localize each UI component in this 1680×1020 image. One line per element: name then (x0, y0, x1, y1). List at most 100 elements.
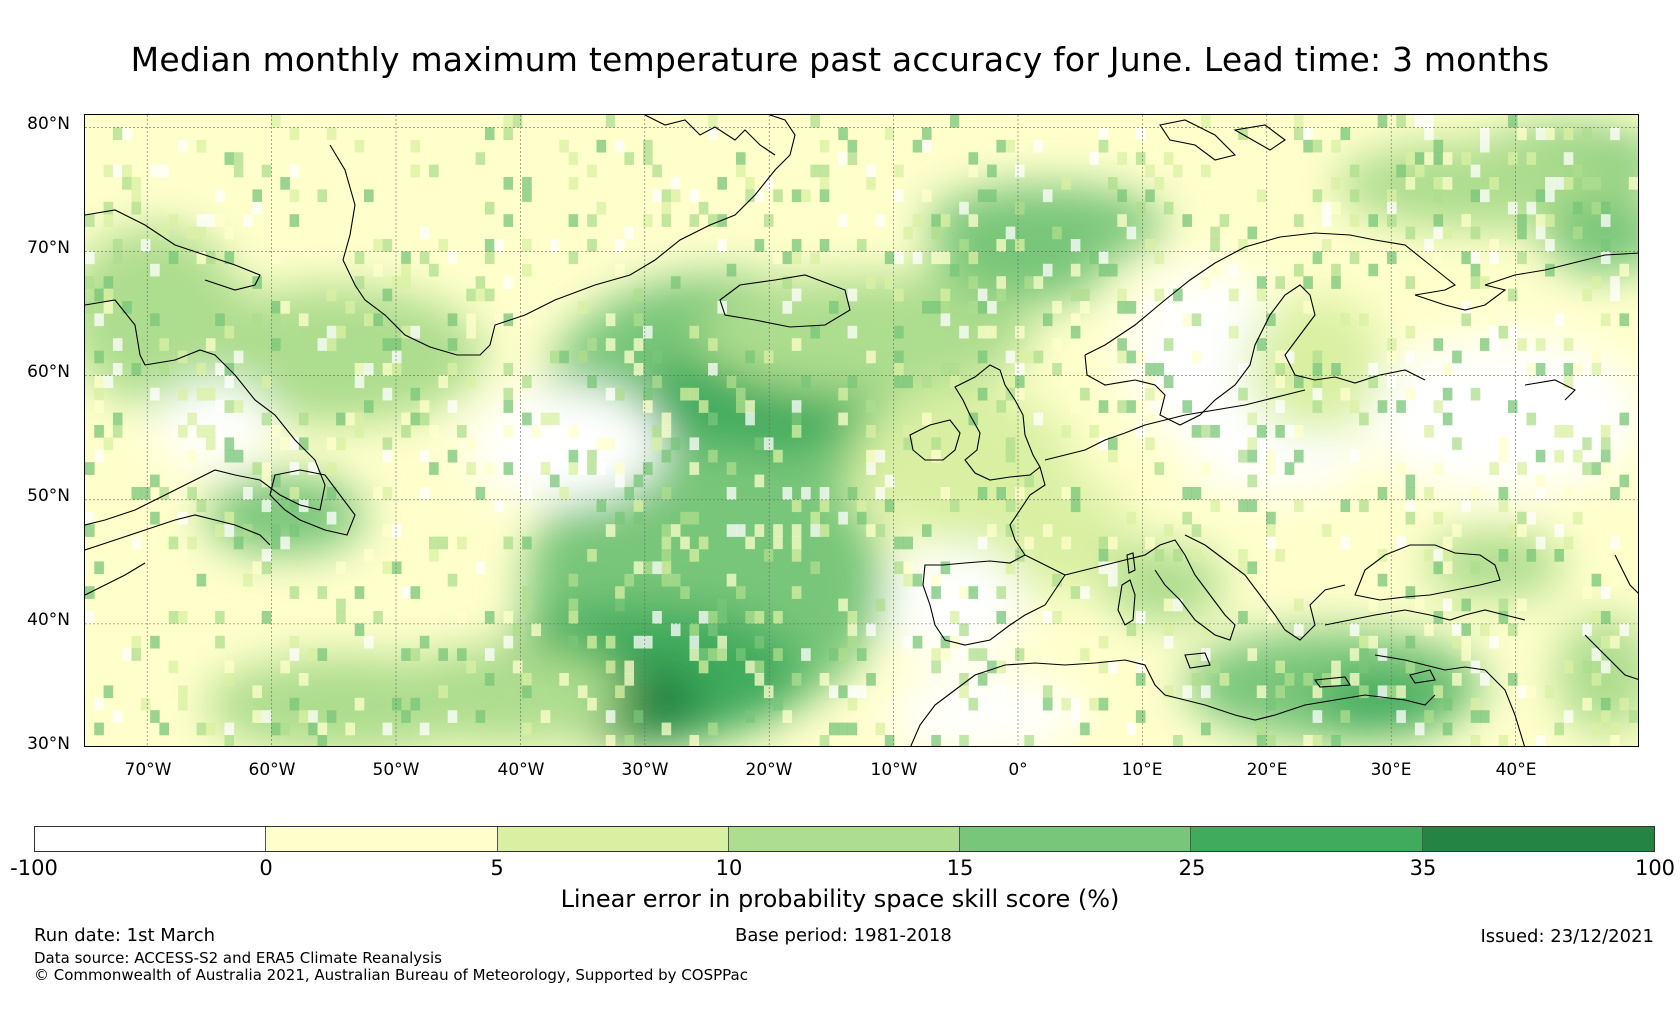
grid-cell (1405, 660, 1416, 674)
grid-cell (894, 288, 904, 302)
grid-cell (271, 722, 281, 736)
grid-cell (1452, 276, 1462, 289)
grid-cell (131, 363, 142, 376)
grid-cell (1480, 710, 1490, 723)
grid-cell (1396, 400, 1406, 413)
grid-cell (1098, 635, 1109, 649)
grid-cell (1070, 288, 1081, 302)
grid-cell (1610, 722, 1620, 736)
grid-cell (847, 697, 858, 711)
grid-cell (829, 226, 839, 240)
grid-cell (1117, 350, 1127, 364)
grid-cell (605, 313, 616, 327)
grid-cell (1024, 648, 1034, 661)
grid-cell (643, 214, 653, 227)
grid-cell (773, 536, 783, 550)
grid-cell (1015, 487, 1025, 500)
grid-cell (605, 338, 616, 351)
grid-cell (1563, 363, 1574, 376)
grid-cell (317, 586, 328, 599)
grid-cell (736, 586, 746, 599)
grid-cell (1312, 139, 1323, 153)
grid-cell (1480, 673, 1490, 686)
grid-cell (866, 425, 876, 438)
grid-cell (680, 536, 690, 550)
grid-cell (391, 561, 402, 575)
grid-cell (1033, 276, 1044, 289)
grid-cell (503, 425, 514, 438)
grid-cell (856, 511, 867, 525)
grid-cell (252, 313, 262, 327)
grid-cell (977, 387, 988, 401)
colorbar-segment (266, 827, 498, 851)
grid-cell (894, 561, 904, 575)
colorbar-label: Linear error in probability space skill … (560, 885, 1120, 913)
grid-cell (1145, 363, 1155, 376)
grid-cell (522, 263, 532, 277)
grid-cell (996, 400, 1006, 413)
grid-cell (1461, 598, 1471, 612)
grid-cell (754, 474, 765, 488)
grid-cell (1070, 487, 1081, 500)
grid-cell (1349, 648, 1360, 661)
grid-cell (289, 635, 300, 649)
grid-cell (1173, 549, 1183, 562)
grid-cell (912, 573, 923, 587)
grid-cell (1042, 685, 1053, 699)
grid-cell (698, 226, 709, 240)
grid-cell (1591, 673, 1602, 686)
grid-cell (717, 487, 727, 500)
grid-cell (1489, 177, 1499, 190)
grid-cell (1638, 710, 1639, 723)
grid-cell (1117, 288, 1127, 302)
grid-cell (680, 586, 690, 599)
grid-cell (922, 375, 932, 389)
grid-cells (85, 115, 1639, 746)
grid-cell (364, 189, 374, 203)
grid-cell (1275, 400, 1285, 413)
grid-cell (1312, 189, 1323, 203)
grid-cell (103, 214, 114, 227)
grid-cell (643, 387, 653, 401)
grid-cell (1331, 673, 1341, 686)
grid-cell (373, 611, 383, 624)
grid-cell (624, 350, 634, 364)
grid-cell (522, 201, 532, 215)
grid-cell (1340, 710, 1351, 723)
grid-cell (233, 536, 244, 550)
grid-cell (754, 673, 765, 686)
grid-cell (1126, 226, 1137, 240)
grid-cell (791, 549, 802, 562)
grid-cell (587, 201, 597, 215)
grid-cell (1498, 549, 1509, 562)
grid-cell (708, 412, 718, 426)
grid-cell (122, 127, 132, 141)
coastlines (85, 115, 1638, 746)
grid-cell (1117, 338, 1127, 351)
grid-cell (475, 487, 486, 500)
grid-cell (736, 164, 746, 178)
grid-cell (838, 214, 848, 227)
grid-cell (1387, 214, 1397, 227)
colorbar-segment (728, 827, 961, 851)
grid-cell (661, 561, 672, 575)
grid-cell (922, 127, 932, 141)
grid-cell (112, 127, 123, 141)
grid-cell (1638, 375, 1639, 388)
grid-cell (903, 437, 913, 451)
grid-cell (1573, 164, 1583, 178)
grid-cell (512, 623, 523, 637)
grid-cell (903, 226, 913, 240)
grid-cell (178, 425, 188, 438)
grid-cell (112, 152, 123, 165)
grid-cell (1275, 363, 1285, 376)
grid-cell (205, 338, 216, 351)
grid-cell (1433, 139, 1444, 153)
grid-cell (1015, 549, 1025, 562)
grid-cell (745, 400, 755, 413)
grid-cell (661, 214, 672, 227)
grid-cell (1135, 400, 1146, 413)
grid-cell (1201, 164, 1211, 178)
grid-cell (1424, 710, 1434, 723)
grid-cell (968, 152, 979, 165)
